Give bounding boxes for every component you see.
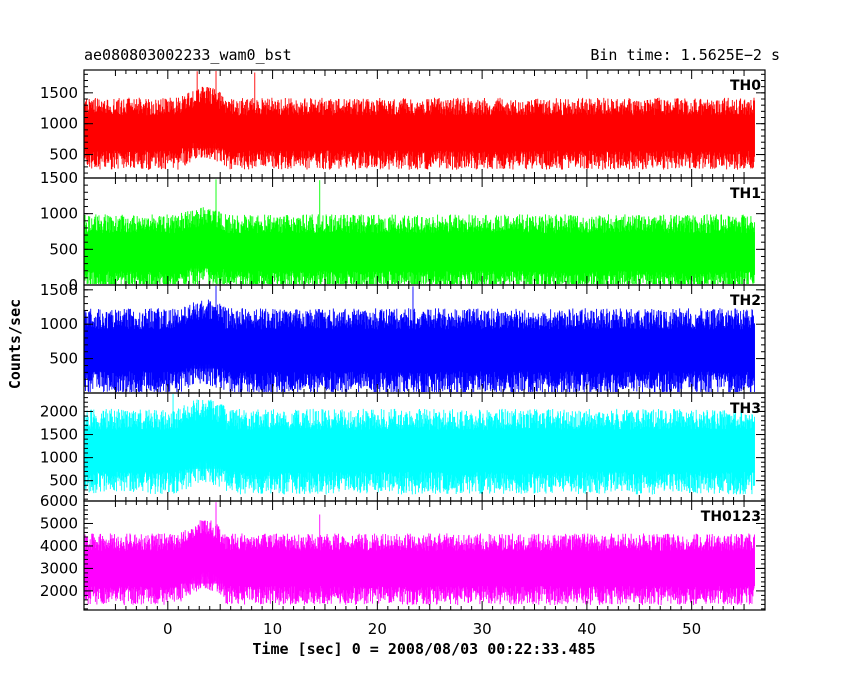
panel-th3: 500 1000 1500 2000 TH3 xyxy=(40,392,766,502)
y-tick-label: 1500 xyxy=(40,426,78,444)
y-tick-label: 2000 xyxy=(40,582,78,600)
y-tick-label: 500 xyxy=(49,240,78,258)
y-tick-label: 500 xyxy=(49,146,78,164)
x-tick-label: 40 xyxy=(577,620,596,638)
panel-label-th2: TH2 xyxy=(730,293,761,309)
y-tick-label: 1000 xyxy=(40,449,78,467)
series-th1-band xyxy=(84,234,755,269)
x-tick-label: 50 xyxy=(682,620,701,638)
y-tick-label: 2000 xyxy=(40,402,78,420)
y-tick-label: 5000 xyxy=(40,514,78,532)
panel-frame xyxy=(83,500,766,611)
y-tick-label: 4000 xyxy=(40,537,78,555)
bin-time-label: Bin time: 1.5625E−2 s xyxy=(590,46,780,64)
y-tick-label: 500 xyxy=(49,472,78,490)
panels-group: 500 1000 1500 TH0 0 500 1000 1500 TH1 500 1000 1500… xyxy=(40,69,766,611)
panel-th0123: 2000 3000 4000 5000 6000 TH0123 xyxy=(40,492,766,611)
x-tick-label: 10 xyxy=(263,620,282,638)
y-tick-label: 6000 xyxy=(40,492,78,510)
series-th3-band xyxy=(84,430,755,469)
series-th0123-band xyxy=(84,551,755,584)
x-axis: 0 10 20 30 40 50 xyxy=(163,620,701,638)
series-th2-band xyxy=(84,330,755,369)
y-tick-label: 3000 xyxy=(40,559,78,577)
x-tick-label: 30 xyxy=(473,620,492,638)
x-axis-label: Time [sec] 0 = 2008/08/03 00:22:33.485 xyxy=(252,640,595,658)
y-tick-label: 1000 xyxy=(40,115,78,133)
panel-label-th0: TH0 xyxy=(730,78,761,94)
panel-label-th3: TH3 xyxy=(730,401,761,417)
panel-th1: 0 500 1000 1500 TH1 xyxy=(40,169,766,294)
x-tick-label: 20 xyxy=(368,620,387,638)
y-tick-label: 0 xyxy=(68,276,78,294)
panel-th0: 500 1000 1500 TH0 xyxy=(40,69,766,179)
series-th0-band xyxy=(84,116,755,149)
chart-title: ae080803002233_wam0_bst xyxy=(84,46,292,64)
y-axis-label: Counts/sec xyxy=(6,299,24,389)
y-tick-label: 1500 xyxy=(40,84,78,102)
panel-th2: 500 1000 1500 TH2 xyxy=(40,281,766,394)
y-tick-label: 1500 xyxy=(40,281,78,299)
y-tick-label: 1000 xyxy=(40,205,78,223)
y-tick-label: 500 xyxy=(49,350,78,368)
y-tick-label: 1500 xyxy=(40,169,78,187)
x-tick-label: 0 xyxy=(163,620,173,638)
panel-label-th0123: TH0123 xyxy=(701,509,761,525)
panel-label-th1: TH1 xyxy=(730,186,761,202)
y-tick-label: 1000 xyxy=(40,315,78,333)
